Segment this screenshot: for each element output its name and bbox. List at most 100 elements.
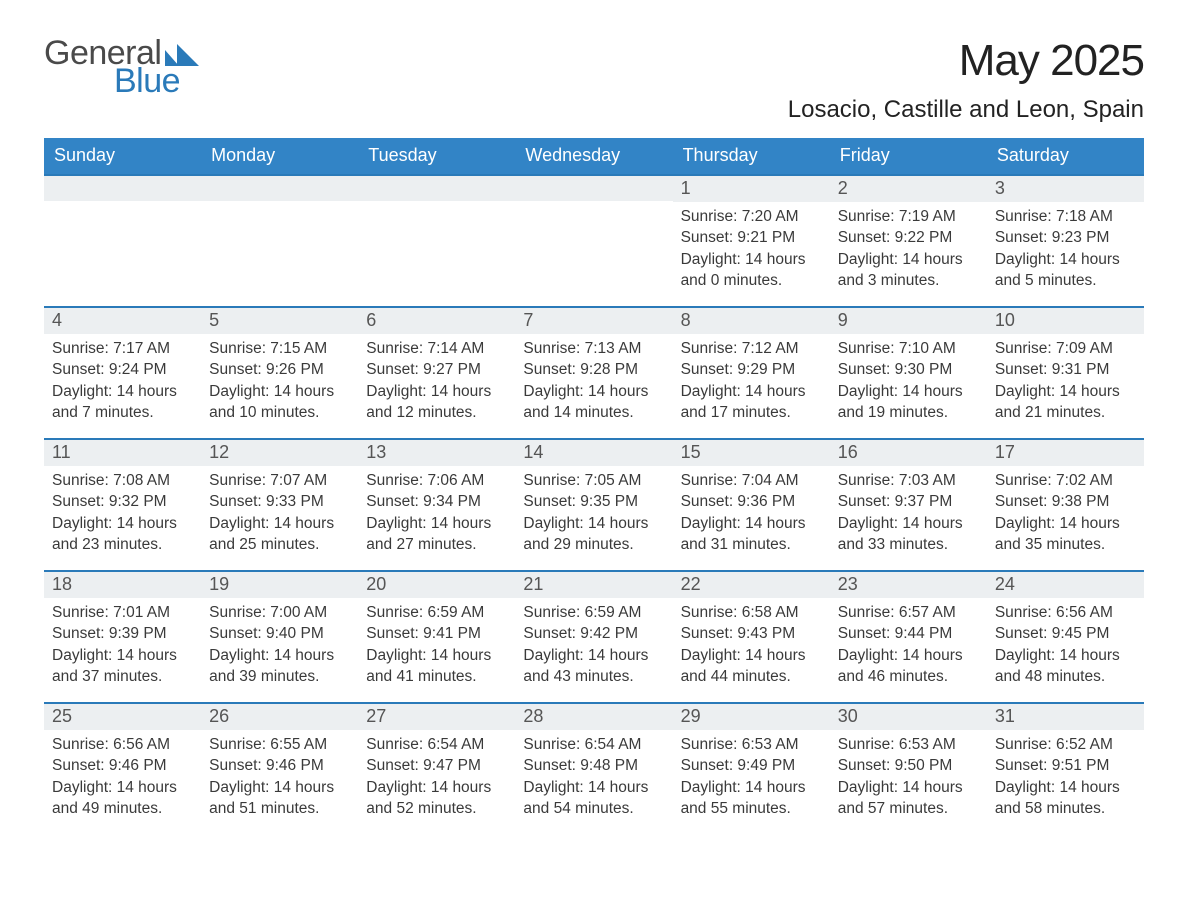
day-number: 20 [358,572,515,598]
daylight-text: Daylight: 14 hours and 39 minutes. [209,645,350,688]
sunset-text: Sunset: 9:37 PM [838,491,979,512]
day-number: 9 [830,308,987,334]
weekday-header-cell: Monday [201,138,358,174]
sunset-text: Sunset: 9:40 PM [209,623,350,644]
daylight-text: Daylight: 14 hours and 46 minutes. [838,645,979,688]
day-details: Sunrise: 7:14 AMSunset: 9:27 PMDaylight:… [358,334,515,428]
day-number: 28 [515,704,672,730]
sunset-text: Sunset: 9:44 PM [838,623,979,644]
daylight-text: Daylight: 14 hours and 10 minutes. [209,381,350,424]
day-details: Sunrise: 7:02 AMSunset: 9:38 PMDaylight:… [987,466,1144,560]
day-number: 31 [987,704,1144,730]
daylight-text: Daylight: 14 hours and 21 minutes. [995,381,1136,424]
day-number: 12 [201,440,358,466]
sunrise-text: Sunrise: 6:54 AM [523,734,664,755]
page-title: May 2025 [788,36,1144,86]
sunset-text: Sunset: 9:36 PM [681,491,822,512]
calendar-day-cell: 7Sunrise: 7:13 AMSunset: 9:28 PMDaylight… [515,308,672,438]
day-number: 26 [201,704,358,730]
sunset-text: Sunset: 9:23 PM [995,227,1136,248]
day-number: 8 [673,308,830,334]
weekday-header-cell: Saturday [987,138,1144,174]
day-details: Sunrise: 6:59 AMSunset: 9:41 PMDaylight:… [358,598,515,692]
day-number: 2 [830,176,987,202]
daylight-text: Daylight: 14 hours and 27 minutes. [366,513,507,556]
sunrise-text: Sunrise: 7:20 AM [681,206,822,227]
brand-mark-icon [165,38,199,72]
sunset-text: Sunset: 9:31 PM [995,359,1136,380]
calendar-day-cell: 16Sunrise: 7:03 AMSunset: 9:37 PMDayligh… [830,440,987,570]
day-number [358,176,515,201]
calendar-day-cell: 4Sunrise: 7:17 AMSunset: 9:24 PMDaylight… [44,308,201,438]
sunrise-text: Sunrise: 7:10 AM [838,338,979,359]
daylight-text: Daylight: 14 hours and 49 minutes. [52,777,193,820]
daylight-text: Daylight: 14 hours and 33 minutes. [838,513,979,556]
calendar-day-cell [358,176,515,306]
calendar-day-cell: 6Sunrise: 7:14 AMSunset: 9:27 PMDaylight… [358,308,515,438]
calendar-day-cell: 21Sunrise: 6:59 AMSunset: 9:42 PMDayligh… [515,572,672,702]
sunset-text: Sunset: 9:33 PM [209,491,350,512]
weekday-header-cell: Wednesday [515,138,672,174]
day-details: Sunrise: 7:19 AMSunset: 9:22 PMDaylight:… [830,202,987,296]
sunset-text: Sunset: 9:28 PM [523,359,664,380]
sunrise-text: Sunrise: 6:58 AM [681,602,822,623]
calendar-day-cell: 1Sunrise: 7:20 AMSunset: 9:21 PMDaylight… [673,176,830,306]
weekday-header-cell: Sunday [44,138,201,174]
day-number: 30 [830,704,987,730]
daylight-text: Daylight: 14 hours and 25 minutes. [209,513,350,556]
sunrise-text: Sunrise: 7:04 AM [681,470,822,491]
calendar-day-cell: 24Sunrise: 6:56 AMSunset: 9:45 PMDayligh… [987,572,1144,702]
sunset-text: Sunset: 9:43 PM [681,623,822,644]
calendar-day-cell: 29Sunrise: 6:53 AMSunset: 9:49 PMDayligh… [673,704,830,824]
day-number: 21 [515,572,672,598]
daylight-text: Daylight: 14 hours and 19 minutes. [838,381,979,424]
day-details: Sunrise: 7:03 AMSunset: 9:37 PMDaylight:… [830,466,987,560]
calendar-day-cell [201,176,358,306]
day-details: Sunrise: 6:52 AMSunset: 9:51 PMDaylight:… [987,730,1144,824]
day-number [44,176,201,201]
day-number: 11 [44,440,201,466]
calendar-day-cell: 14Sunrise: 7:05 AMSunset: 9:35 PMDayligh… [515,440,672,570]
sunset-text: Sunset: 9:46 PM [209,755,350,776]
day-details: Sunrise: 6:58 AMSunset: 9:43 PMDaylight:… [673,598,830,692]
daylight-text: Daylight: 14 hours and 51 minutes. [209,777,350,820]
day-number [201,176,358,201]
weeks-container: 1Sunrise: 7:20 AMSunset: 9:21 PMDaylight… [44,174,1144,824]
daylight-text: Daylight: 14 hours and 55 minutes. [681,777,822,820]
day-details: Sunrise: 6:57 AMSunset: 9:44 PMDaylight:… [830,598,987,692]
sunrise-text: Sunrise: 6:59 AM [523,602,664,623]
day-details: Sunrise: 7:20 AMSunset: 9:21 PMDaylight:… [673,202,830,296]
day-details: Sunrise: 7:00 AMSunset: 9:40 PMDaylight:… [201,598,358,692]
daylight-text: Daylight: 14 hours and 14 minutes. [523,381,664,424]
day-number: 14 [515,440,672,466]
sunset-text: Sunset: 9:24 PM [52,359,193,380]
calendar-page: General Blue May 2025 Losacio, Castille … [0,0,1188,918]
calendar-day-cell: 15Sunrise: 7:04 AMSunset: 9:36 PMDayligh… [673,440,830,570]
day-details: Sunrise: 6:53 AMSunset: 9:49 PMDaylight:… [673,730,830,824]
sunset-text: Sunset: 9:38 PM [995,491,1136,512]
daylight-text: Daylight: 14 hours and 48 minutes. [995,645,1136,688]
day-number: 13 [358,440,515,466]
daylight-text: Daylight: 14 hours and 58 minutes. [995,777,1136,820]
day-details: Sunrise: 7:15 AMSunset: 9:26 PMDaylight:… [201,334,358,428]
day-details: Sunrise: 6:56 AMSunset: 9:46 PMDaylight:… [44,730,201,824]
sunrise-text: Sunrise: 7:06 AM [366,470,507,491]
sunset-text: Sunset: 9:47 PM [366,755,507,776]
calendar-week-row: 11Sunrise: 7:08 AMSunset: 9:32 PMDayligh… [44,438,1144,570]
sunrise-text: Sunrise: 6:56 AM [995,602,1136,623]
day-details: Sunrise: 7:08 AMSunset: 9:32 PMDaylight:… [44,466,201,560]
day-number: 1 [673,176,830,202]
sunrise-text: Sunrise: 6:54 AM [366,734,507,755]
calendar-day-cell: 18Sunrise: 7:01 AMSunset: 9:39 PMDayligh… [44,572,201,702]
calendar-day-cell: 22Sunrise: 6:58 AMSunset: 9:43 PMDayligh… [673,572,830,702]
daylight-text: Daylight: 14 hours and 5 minutes. [995,249,1136,292]
calendar-day-cell: 31Sunrise: 6:52 AMSunset: 9:51 PMDayligh… [987,704,1144,824]
sunset-text: Sunset: 9:29 PM [681,359,822,380]
sunrise-text: Sunrise: 7:05 AM [523,470,664,491]
day-number: 5 [201,308,358,334]
day-number: 25 [44,704,201,730]
sunrise-text: Sunrise: 6:57 AM [838,602,979,623]
day-number: 27 [358,704,515,730]
calendar-day-cell: 11Sunrise: 7:08 AMSunset: 9:32 PMDayligh… [44,440,201,570]
sunset-text: Sunset: 9:26 PM [209,359,350,380]
